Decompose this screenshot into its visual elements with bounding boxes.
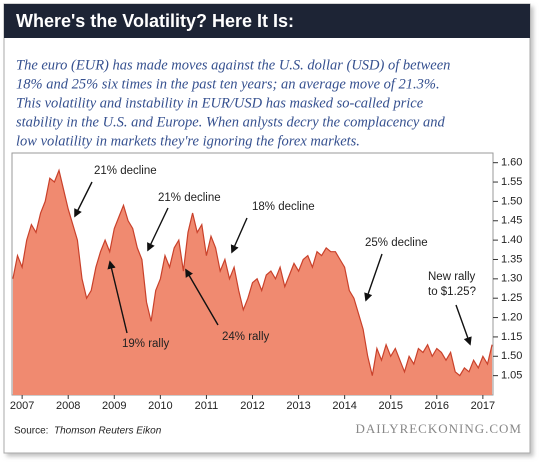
title-bar — [4, 4, 530, 38]
x-tick-label: 2012 — [240, 400, 264, 412]
arrow — [364, 253, 383, 302]
source-label: Source: — [14, 426, 48, 437]
y-tick-label: 1.15 — [501, 331, 522, 343]
y-tick-label: 1.40 — [501, 234, 522, 246]
source: Thomson Reuters Eikon — [54, 426, 162, 437]
annotation: New rally — [428, 271, 476, 283]
annotation: 18% decline — [252, 201, 315, 213]
description-line: low volatility in markets they're ignori… — [16, 133, 360, 149]
annotation: 24% rally — [222, 331, 270, 343]
arrow — [147, 207, 169, 252]
y-tick-label: 1.50 — [501, 350, 522, 362]
y-tick-label: 1.45 — [501, 215, 522, 227]
chart-title: Where's the Volatility? Here It Is: — [16, 11, 294, 31]
y-tick-label: 1.35 — [501, 253, 522, 265]
x-tick-label: 2015 — [378, 400, 402, 412]
arrow — [74, 181, 93, 218]
y-tick-label: 1.50 — [501, 195, 522, 207]
annotation: 25% decline — [365, 237, 428, 249]
annotation: 19% rally — [122, 338, 170, 350]
y-tick-label: 1.20 — [501, 311, 522, 323]
y-tick-label: 1.05 — [501, 370, 522, 382]
annotation: to $1.25? — [428, 286, 476, 298]
x-tick-label: 2016 — [425, 400, 449, 412]
x-tick-label: 2008 — [56, 400, 80, 412]
annotation: 21% decline — [94, 165, 157, 177]
arrow — [185, 268, 219, 326]
description-line: The euro (EUR) has made moves against th… — [16, 57, 450, 73]
y-tick-label: 1.55 — [501, 176, 522, 188]
line — [12, 168, 493, 377]
plot: 1.60 1.55 1.50 1.45 1.40 1.35 1.30 1.25 1.20 1.15… — [10, 152, 522, 412]
x-tick-label: 2011 — [195, 400, 219, 412]
arrow — [107, 260, 128, 334]
annotation: 21% decline — [158, 192, 221, 204]
x-tick-label: 2010 — [148, 400, 172, 412]
arrow — [230, 217, 248, 254]
brand: DAILYRECKONING.COM — [355, 421, 522, 436]
x-tick-label: 2014 — [332, 400, 356, 412]
x-tick-label: 2009 — [102, 400, 126, 412]
description-line: stability in the U.S. and Europe. When a… — [16, 114, 445, 130]
description-line: This volatility and instability in EUR/U… — [16, 95, 424, 111]
y-tick-label: 1.30 — [501, 273, 522, 285]
x-tick-label: 2017 — [471, 400, 495, 412]
description-line: 18% and 25% six times in the past ten ye… — [16, 76, 440, 92]
arrows — [74, 181, 472, 346]
x-tick-label: 2007 — [10, 400, 34, 412]
y-tick-label: 1.25 — [501, 292, 522, 304]
y-tick-label: 1.60 — [501, 157, 522, 169]
arrow — [455, 304, 472, 346]
x-tick-label: 2013 — [286, 400, 310, 412]
description: The euro (EUR) has made moves against th… — [16, 57, 450, 149]
